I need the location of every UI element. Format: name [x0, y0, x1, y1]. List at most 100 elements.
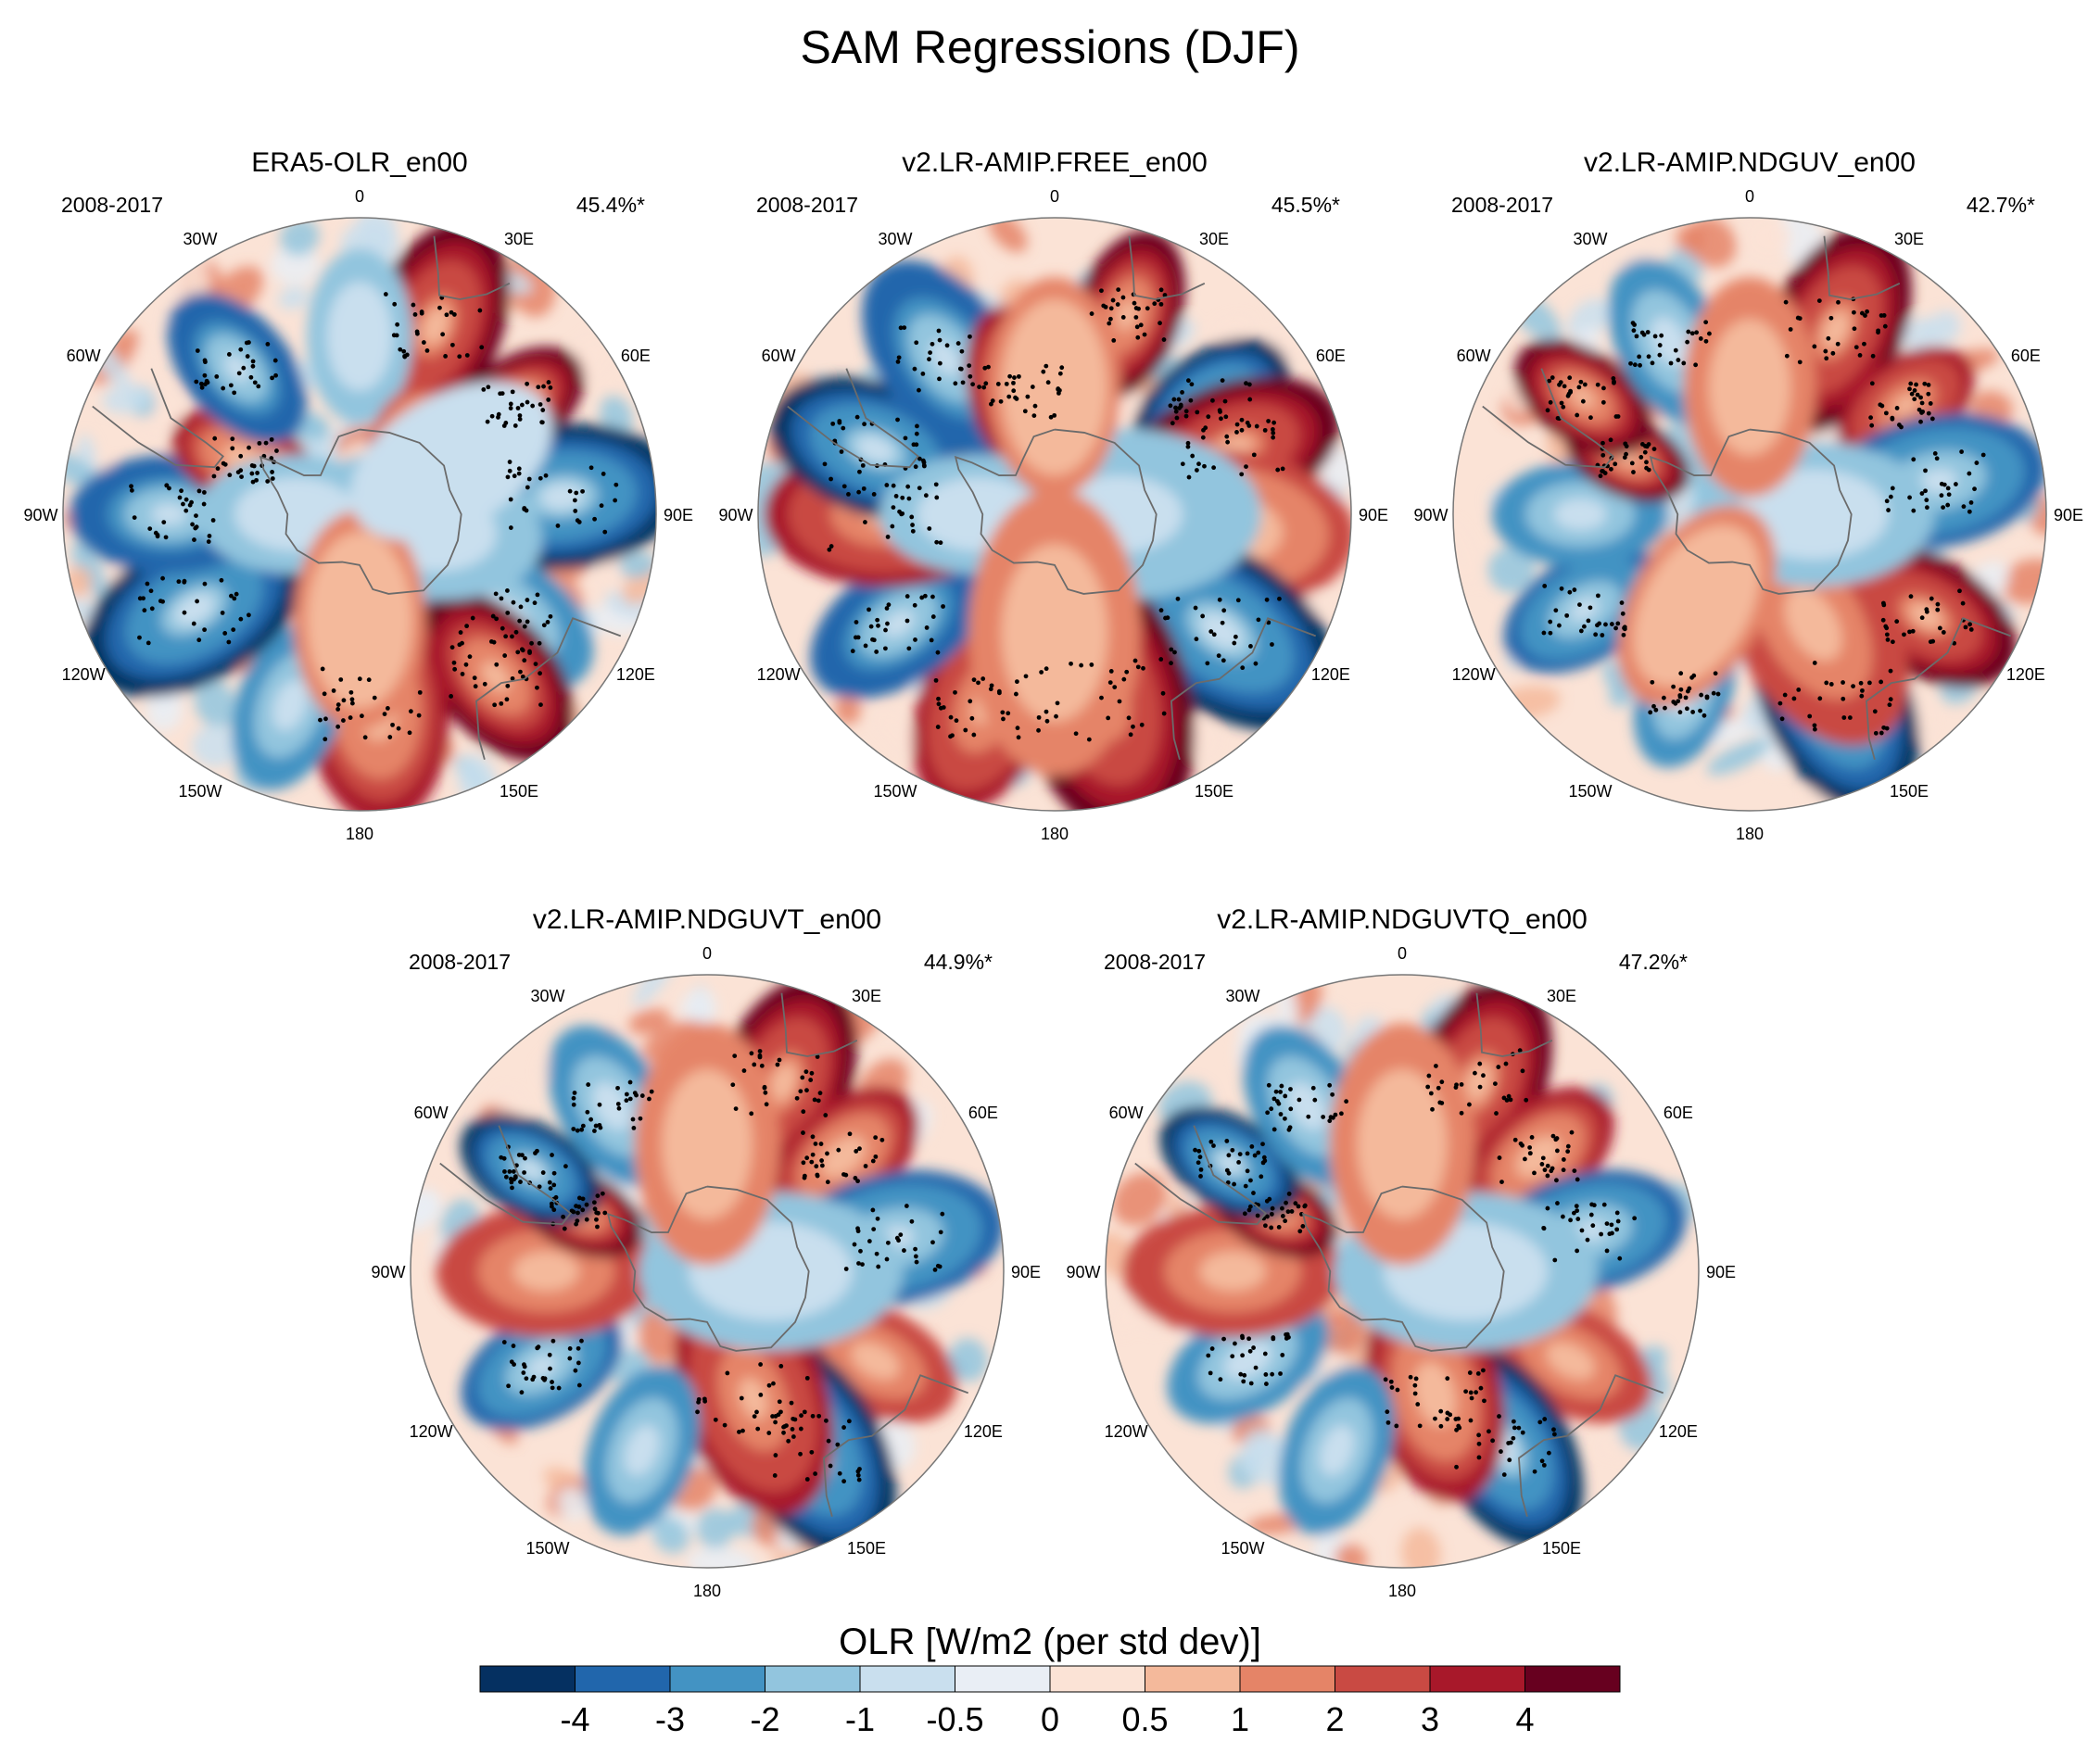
antarctica-coastline: [259, 428, 462, 595]
significance-dot: [1284, 1336, 1289, 1341]
significance-dot: [593, 1123, 599, 1129]
significance-dot: [1244, 381, 1248, 386]
significance-dot: [896, 355, 902, 360]
significance-dot: [1131, 724, 1135, 729]
significance-dot: [592, 1206, 598, 1212]
significance-dot: [1690, 710, 1696, 714]
panel-title: v2.LR-AMIP.NDGUV_en00: [1584, 147, 1916, 178]
significance-dot: [902, 1248, 906, 1253]
significance-dot: [1273, 1089, 1279, 1094]
significance-dot: [499, 700, 504, 706]
significance-dot: [443, 354, 449, 359]
significance-dot: [464, 353, 470, 358]
significance-dot: [1596, 593, 1600, 599]
colorbar-label: -2: [750, 1700, 779, 1738]
significance-dot: [232, 390, 237, 396]
field-cell: [680, 989, 717, 1028]
significance-dot: [207, 534, 212, 538]
significance-dot: [789, 1400, 794, 1406]
significance-dot: [1240, 1333, 1245, 1339]
olr-field: [411, 975, 1004, 1568]
significance-dot: [341, 718, 346, 723]
significance-dot: [472, 675, 477, 681]
significance-dot: [192, 537, 196, 542]
significance-dot: [580, 1123, 586, 1129]
significance-dot: [548, 1366, 552, 1371]
significance-dot: [563, 1164, 568, 1169]
significance-dot: [222, 631, 228, 636]
significance-dot: [1208, 1139, 1214, 1144]
significance-dot: [506, 1383, 511, 1389]
significance-dot: [1959, 449, 1965, 454]
significance-dot: [576, 1195, 582, 1201]
significance-dot: [638, 1116, 643, 1121]
field-cell: [652, 1516, 689, 1554]
significance-dot: [1426, 1073, 1432, 1079]
significance-dot: [766, 1382, 772, 1388]
significance-dot: [1221, 1336, 1226, 1342]
significance-dot: [1108, 669, 1114, 674]
significance-dot: [1576, 385, 1582, 390]
longitude-label: 150W: [1568, 782, 1612, 801]
significance-dot: [927, 526, 932, 531]
significance-dot: [537, 640, 542, 646]
significance-dot: [1909, 391, 1915, 397]
significance-dot: [825, 1180, 830, 1185]
significance-dot: [630, 1117, 636, 1122]
significance-dot: [1170, 421, 1175, 426]
significance-dot: [1873, 730, 1879, 736]
significance-dot: [516, 471, 522, 476]
significance-dot: [1608, 437, 1613, 443]
significance-dot: [231, 627, 236, 632]
significance-dot: [839, 449, 844, 454]
significance-dot: [1918, 419, 1923, 424]
significance-dot: [548, 1186, 553, 1191]
significance-dot: [1611, 376, 1616, 381]
significance-dot: [1162, 293, 1168, 297]
significance-dot: [555, 524, 561, 528]
significance-dot: [781, 1430, 786, 1435]
significance-dot: [576, 1345, 581, 1351]
significance-dot: [492, 702, 498, 708]
significance-dot: [576, 1360, 581, 1366]
significance-dot: [1879, 403, 1885, 409]
significance-dot: [1476, 1432, 1482, 1438]
significance-dot: [627, 1079, 633, 1085]
field-cell: [696, 1508, 735, 1549]
significance-dot: [572, 1091, 577, 1095]
significance-dot: [1132, 300, 1137, 306]
significance-dot: [1676, 699, 1681, 704]
significance-dot: [1259, 1174, 1264, 1180]
significance-dot: [1590, 1223, 1596, 1229]
significance-dot: [1899, 424, 1904, 430]
significance-dot: [722, 1422, 727, 1428]
significance-dot: [1271, 420, 1277, 425]
significance-dot: [1475, 1371, 1481, 1376]
significance-dot: [853, 635, 858, 640]
significance-dot: [1520, 1068, 1525, 1074]
significance-dot: [1883, 410, 1889, 416]
significance-dot: [1582, 382, 1588, 387]
significance-dot: [574, 490, 579, 496]
significance-dot: [909, 514, 915, 520]
significance-dot: [900, 495, 905, 500]
significance-dot: [416, 713, 422, 718]
significance-dot: [510, 1185, 514, 1191]
significance-dot: [1935, 601, 1941, 607]
anomaly-contour: [693, 1122, 721, 1167]
significance-dot: [163, 535, 169, 540]
significance-dot: [1614, 1210, 1620, 1216]
significance-dot: [341, 698, 347, 703]
significance-dot: [571, 1102, 576, 1107]
significance-dot: [500, 391, 505, 397]
significance-dot: [248, 374, 254, 380]
significance-dot: [335, 702, 341, 707]
significance-dot: [1540, 1155, 1546, 1161]
significance-dot: [1890, 486, 1895, 491]
significance-dot: [1644, 460, 1649, 465]
significance-dot: [1894, 406, 1900, 410]
significance-dot: [1134, 324, 1140, 330]
colorbar-swatch: [1335, 1666, 1431, 1692]
significance-dot: [1561, 404, 1566, 410]
